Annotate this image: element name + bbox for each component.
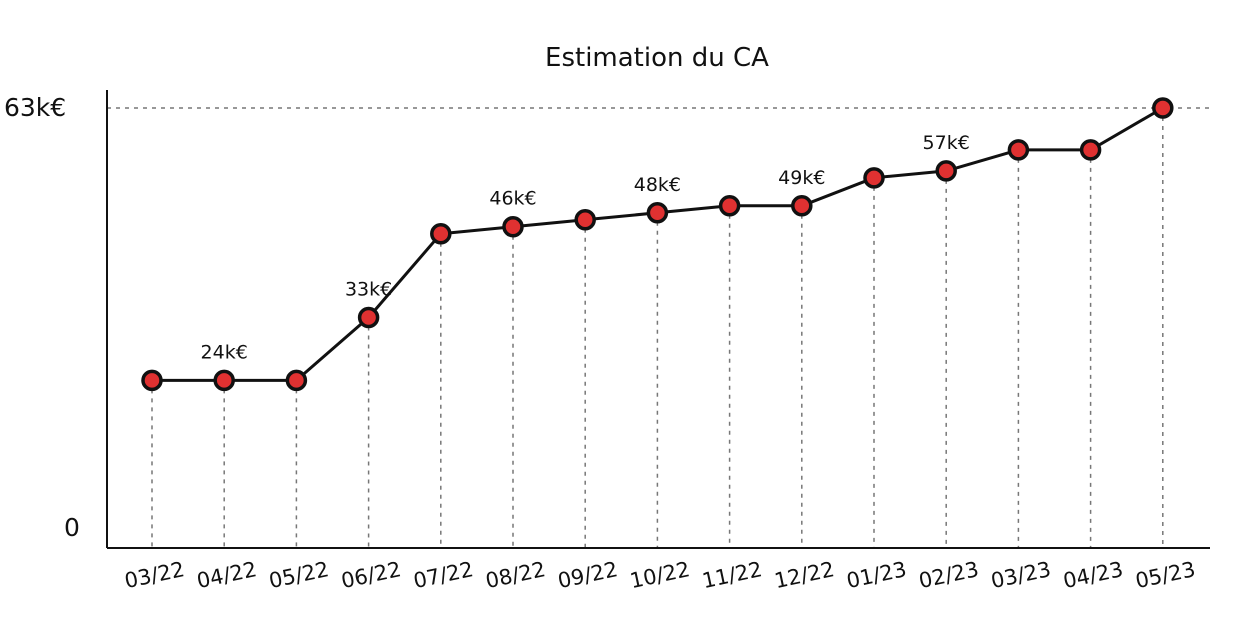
x-tick-label: 04/23 [1061,557,1125,593]
data-label: 57k€ [923,132,970,154]
x-tick-label: 07/22 [411,557,475,593]
x-tick-label: 01/23 [844,557,908,593]
data-point [502,215,524,238]
x-tick-label: 03/23 [989,557,1053,593]
chart-title: Estimation du CA [545,43,769,73]
x-tick-label: 03/22 [122,557,186,593]
data-label: 46k€ [489,188,536,210]
x-tick-label: 08/22 [483,557,547,593]
x-tick-label: 02/23 [917,557,981,593]
data-point [1007,139,1030,161]
y-tick-max: 63k€ [4,93,66,122]
x-tick-label: 06/22 [339,557,403,593]
x-tick-label: 05/22 [267,557,331,593]
data-points [141,97,1174,392]
x-tick-label: 05/23 [1133,557,1197,593]
x-tick-label: 10/22 [628,557,692,593]
data-point [141,369,163,392]
data-point [285,369,308,392]
data-point [791,195,813,217]
data-point [863,167,885,189]
data-point [574,208,596,231]
data-point [646,202,669,224]
data-point [935,160,957,182]
data-point [357,306,380,329]
data-point [430,222,452,245]
x-tick-label: 09/22 [556,557,620,593]
data-label: 49k€ [778,167,825,189]
grid-guides [107,107,1212,548]
data-point [1079,139,1102,161]
x-tick-labels: 03/22 04/22 05/22 06/22 07/22 08/22 09/22 10/22… [122,557,1197,593]
data-label: 24k€ [201,341,248,363]
data-point [1152,97,1174,119]
data-label: 48k€ [634,174,681,196]
data-labels: 24k€ 33k€ 46k€ 48k€ 49k€ 57k€ [201,132,970,364]
x-tick-label: 11/22 [700,557,764,593]
y-tick-min: 0 [64,513,80,542]
x-tick-label: 12/22 [772,557,836,593]
data-point [718,195,741,217]
data-label: 33k€ [345,279,392,301]
data-point [213,369,235,392]
x-tick-label: 04/22 [195,557,259,593]
